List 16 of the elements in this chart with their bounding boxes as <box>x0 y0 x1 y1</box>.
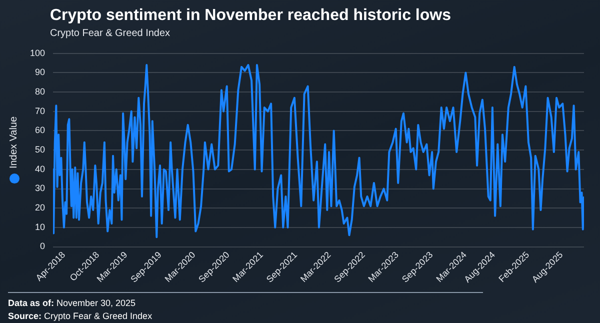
y-tick-label: 80 <box>35 86 46 97</box>
y-tick-label: 50 <box>35 144 46 155</box>
source-note: Source: Crypto Fear & Greed Index <box>8 311 152 321</box>
y-tick-label: 100 <box>30 48 46 58</box>
text: Index Value <box>8 116 20 169</box>
y-tick-label: 60 <box>35 125 46 136</box>
text: Data as of: November 30, 2025 <box>8 298 136 308</box>
y-tick-label: 10 <box>35 222 46 232</box>
y-tick-label: 30 <box>35 183 46 194</box>
chart-subtitle: Crypto Fear & Greed Index <box>50 28 170 39</box>
y-tick-label: 70 <box>35 106 46 116</box>
y-tick-label: 0 <box>40 241 46 252</box>
y-tick-label: 90 <box>35 67 46 78</box>
chart-title: Crypto sentiment in November reached historic lows <box>50 7 451 25</box>
y-tick-label: 40 <box>35 164 46 174</box>
y-tick-label: 20 <box>35 202 46 213</box>
